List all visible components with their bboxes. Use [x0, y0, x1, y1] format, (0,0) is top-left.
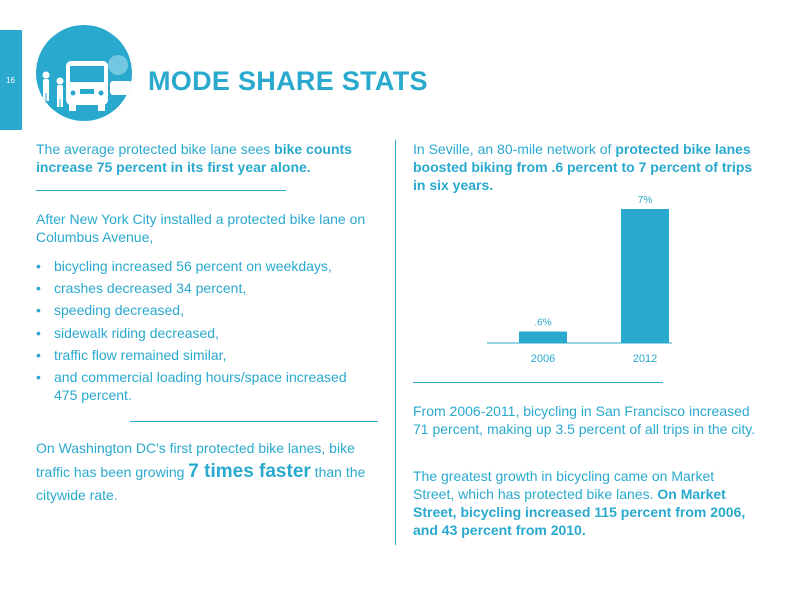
- divider: [130, 421, 378, 422]
- divider: [36, 190, 286, 191]
- nyc-bullet-list: bicycling increased 56 percent on weekda…: [36, 257, 366, 408]
- bullet-item: crashes decreased 34 percent,: [36, 279, 366, 297]
- dc-paragraph: On Washington DC's first protected bike …: [36, 437, 371, 507]
- market-street-highlight: On Market Street, bicycling increased 11…: [413, 486, 746, 538]
- page-number: 16: [6, 76, 15, 85]
- bullet-item: sidewalk riding decreased,: [36, 324, 366, 342]
- intro-highlight: bike counts increase 75 percent in its f…: [36, 141, 352, 175]
- seville-text: In Seville, an 80-mile network of: [413, 141, 616, 157]
- sf-paragraph: From 2006-2011, bicycling in San Francis…: [413, 403, 756, 437]
- page-title: MODE SHARE STATS: [148, 66, 428, 96]
- data-label: .6%: [534, 318, 551, 329]
- intro-text: The average protected bike lane sees: [36, 141, 275, 157]
- divider: [413, 382, 663, 383]
- seville-paragraph: In Seville, an 80-mile network of protec…: [413, 140, 758, 194]
- bar-2012: [621, 209, 669, 343]
- column-divider: [395, 140, 396, 545]
- nyc-paragraph: After New York City installed a protecte…: [36, 211, 366, 245]
- market-street-text: The greatest growth in bicycling came on…: [413, 468, 715, 502]
- bullet-item: bicycling increased 56 percent on weekda…: [36, 257, 366, 275]
- x-tick-label: 2012: [633, 353, 657, 365]
- dc-highlight: 7 times faster: [188, 461, 311, 482]
- data-label: 7%: [638, 195, 653, 206]
- bullet-item: and commercial loading hours/space incre…: [36, 368, 366, 404]
- bar-2006: [519, 331, 567, 343]
- bullet-item: speeding decreased,: [36, 301, 366, 319]
- dc-text: On Washington DC's first protected bike …: [36, 440, 355, 480]
- dc-text-end: than the citywide rate.: [36, 464, 366, 503]
- bullet-item: traffic flow remained similar,: [36, 346, 366, 364]
- x-tick-label: 2006: [531, 353, 555, 365]
- seville-highlight: protected bike lanes boosted biking from…: [413, 141, 753, 193]
- mode-share-icon: [36, 25, 132, 121]
- page-tab: [0, 30, 22, 130]
- intro-paragraph: The average protected bike lane sees bik…: [36, 140, 371, 176]
- seville-bar-chart: .6% 2006 7% 2012: [487, 195, 672, 365]
- market-street-paragraph: The greatest growth in bicycling came on…: [413, 467, 758, 539]
